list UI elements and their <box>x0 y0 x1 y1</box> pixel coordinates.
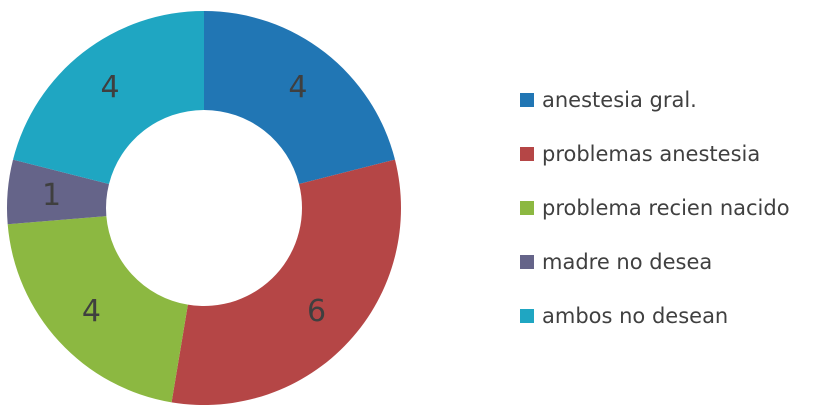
legend-label: problema recien nacido <box>542 196 790 220</box>
chart-slices <box>7 11 401 405</box>
legend-label: anestesia gral. <box>542 88 697 112</box>
legend-swatch <box>520 147 534 161</box>
data-label-anestesia-gral: 4 <box>288 70 307 105</box>
data-label-madre-no-desea: 1 <box>42 178 61 213</box>
data-label-problemas-anestesia: 6 <box>307 294 326 329</box>
legend-swatch <box>520 201 534 215</box>
legend-label: madre no desea <box>542 250 713 274</box>
chart-legend: anestesia gral. problemas anestesia proble… <box>520 86 790 356</box>
legend-swatch <box>520 309 534 323</box>
legend-swatch <box>520 255 534 269</box>
data-label-problema-recien-nacido: 4 <box>82 294 101 329</box>
slice-problemas-anestesia <box>171 159 401 405</box>
legend-label: problemas anestesia <box>542 142 761 166</box>
slice-problema-recien-nacido <box>7 216 188 403</box>
legend-item-madre-no-desea: madre no desea <box>520 248 790 276</box>
legend-swatch <box>520 93 534 107</box>
slice-madre-no-desea <box>7 159 109 225</box>
legend-label: ambos no desean <box>542 304 729 328</box>
legend-item-problema-recien-nacido: problema recien nacido <box>520 194 790 222</box>
slice-anestesia-gral <box>204 11 395 184</box>
slice-ambos-no-desean <box>13 11 204 184</box>
legend-item-problemas-anestesia: problemas anestesia <box>520 140 790 168</box>
data-label-ambos-no-desean: 4 <box>100 70 119 105</box>
chart-data-labels: 4 6 4 1 4 <box>42 70 326 329</box>
legend-item-anestesia-gral: anestesia gral. <box>520 86 790 114</box>
legend-item-ambos-no-desean: ambos no desean <box>520 302 790 330</box>
